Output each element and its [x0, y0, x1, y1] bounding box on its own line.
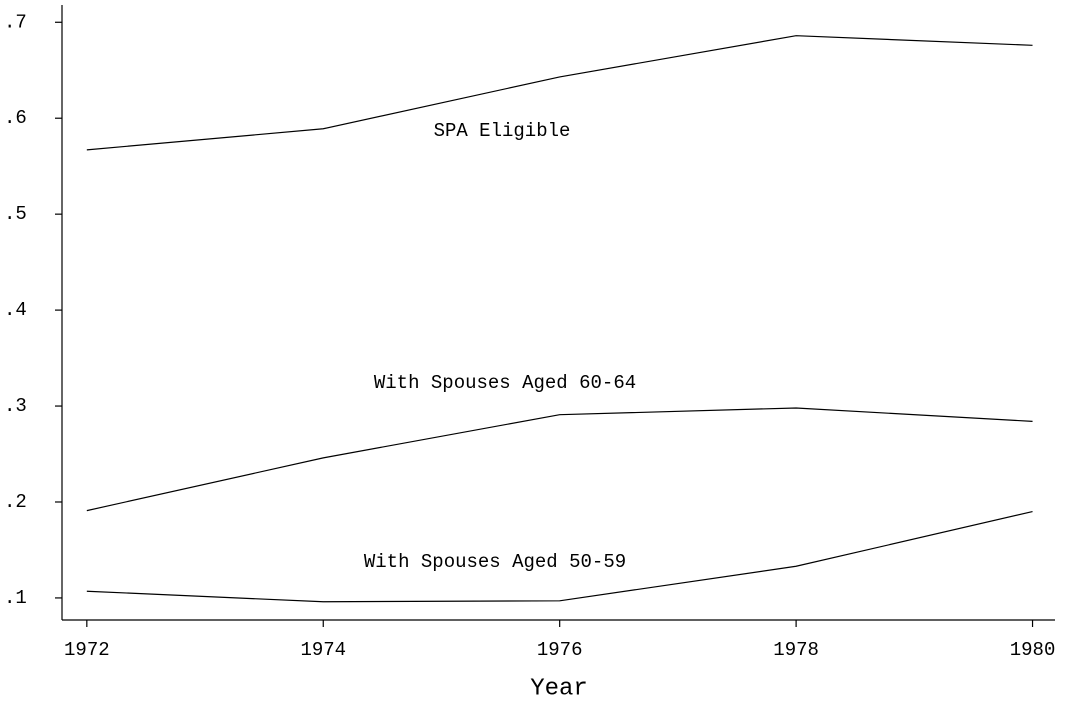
x-axis-label: Year [530, 675, 588, 702]
x-tick-label: 1972 [64, 639, 110, 661]
y-tick-label: .6 [4, 107, 27, 129]
series-label: SPA Eligible [434, 120, 571, 142]
y-tick-label: .1 [4, 587, 27, 609]
x-tick-label: 1978 [773, 639, 819, 661]
y-tick-label: .3 [4, 395, 27, 417]
y-tick-label: .2 [4, 491, 27, 513]
x-tick-label: 1976 [537, 639, 583, 661]
y-tick-label: .7 [4, 11, 27, 33]
y-tick-label: .5 [4, 203, 27, 225]
series-line [86, 407, 1033, 512]
series-line [86, 510, 1033, 603]
series-line [86, 35, 1033, 151]
x-tick-label: 1974 [300, 639, 346, 661]
series-label: With Spouses Aged 60-64 [374, 372, 636, 394]
y-tick-label: .4 [4, 299, 27, 321]
x-tick-label: 1980 [1010, 639, 1056, 661]
series-label: With Spouses Aged 50-59 [364, 551, 626, 573]
